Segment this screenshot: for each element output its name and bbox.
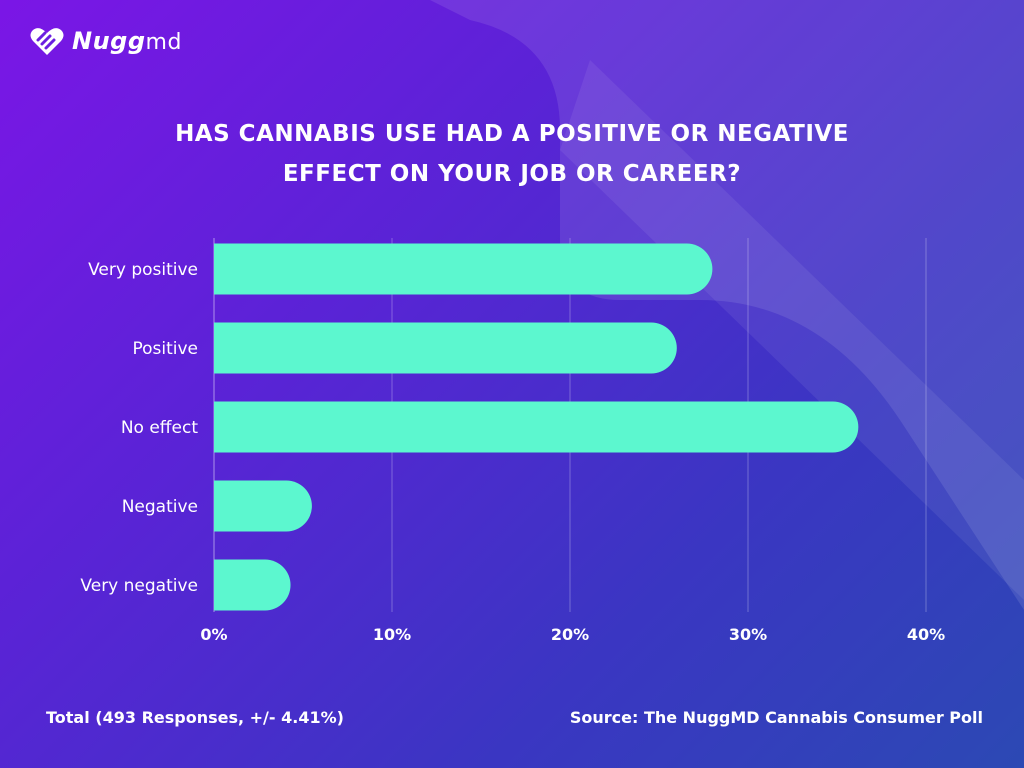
- bar-positive: [214, 322, 677, 374]
- brand-name: Nuggmd: [72, 27, 182, 55]
- category-label: Negative: [122, 497, 198, 517]
- x-tick-label: 40%: [907, 625, 945, 644]
- category-label: No effect: [121, 418, 198, 438]
- footer-total: Total (493 Responses, +/- 4.41%): [46, 708, 344, 727]
- x-tick-label: 30%: [729, 625, 767, 644]
- category-label: Very negative: [80, 576, 198, 596]
- x-tick-label: 0%: [200, 625, 227, 644]
- category-label: Very positive: [88, 260, 198, 280]
- bar-negative: [214, 480, 312, 532]
- chart-title: HAS CANNABIS USE HAD A POSITIVE OR NEGAT…: [0, 114, 1024, 194]
- chart-title-line-2: EFFECT ON YOUR JOB OR CAREER?: [282, 161, 742, 187]
- bar-very-negative: [214, 559, 291, 611]
- x-tick-label: 20%: [551, 625, 589, 644]
- footer-source: Source: The NuggMD Cannabis Consumer Pol…: [569, 708, 983, 727]
- bar-no-effect: [214, 401, 859, 453]
- bar-very-positive: [214, 243, 713, 295]
- heart-logo-icon: [30, 28, 64, 55]
- category-label: Positive: [132, 339, 198, 359]
- chart-title-line-1: HAS CANNABIS USE HAD A POSITIVE OR NEGAT…: [175, 121, 849, 147]
- brand-logo: Nuggmd: [30, 26, 182, 56]
- x-tick-label: 10%: [373, 625, 411, 644]
- brand-suffix: md: [145, 30, 182, 55]
